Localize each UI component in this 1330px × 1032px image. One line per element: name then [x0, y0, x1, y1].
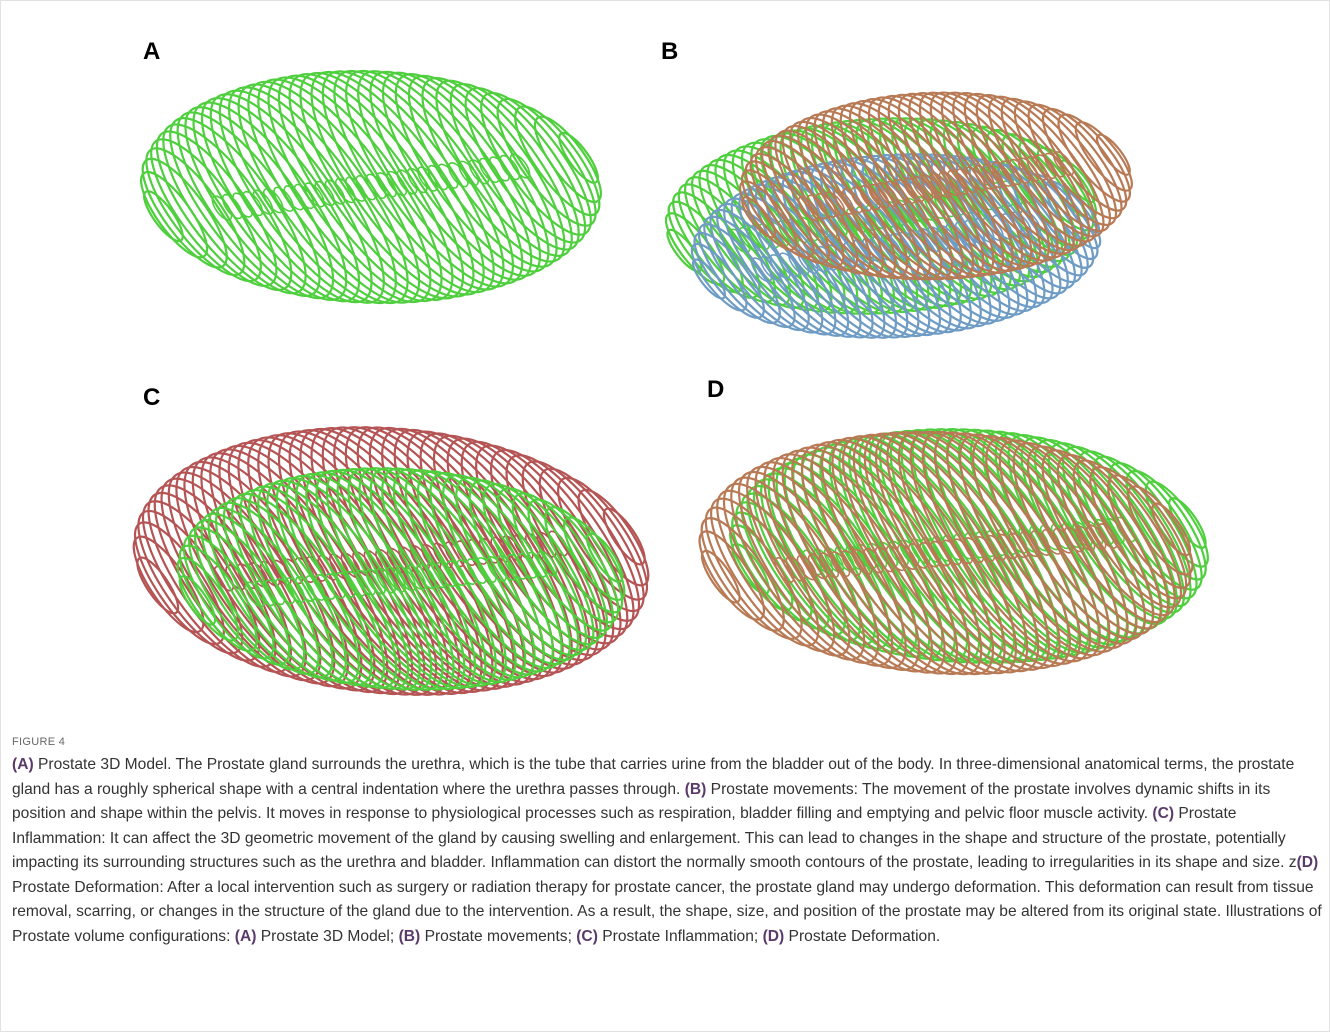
caption-text: Prostate Deformation. [784, 928, 940, 945]
caption-bold: (A) [12, 756, 34, 773]
caption-bold: (C) [1152, 805, 1174, 822]
wireframe [116, 16, 625, 358]
caption-bold: (C) [576, 928, 598, 945]
panel-label: C [143, 384, 160, 411]
panel-label: B [661, 38, 678, 65]
page: A B C D FIGURE 4 (A) Prostate 3D Model. … [0, 0, 1330, 1032]
caption-text: Prostate Inflammation; [598, 928, 763, 945]
caption-text: Prostate movements; [420, 928, 576, 945]
panel-label: A [143, 38, 160, 65]
ring [262, 52, 491, 321]
caption-bold: (D) [763, 928, 785, 945]
ring [251, 53, 480, 322]
panel-label: D [707, 376, 724, 403]
caption-bold: (A) [235, 928, 257, 945]
figure-label: FIGURE 4 [12, 736, 65, 748]
figure: A B C D [1, 1, 1329, 731]
wireframe [678, 383, 1214, 724]
caption-bold: (B) [685, 781, 707, 798]
caption-text: Prostate 3D Model; [256, 928, 398, 945]
caption-bold: (D) [1297, 854, 1319, 871]
caption: (A) Prostate 3D Model. The Prostate glan… [12, 753, 1322, 949]
caption-bold: (B) [399, 928, 421, 945]
